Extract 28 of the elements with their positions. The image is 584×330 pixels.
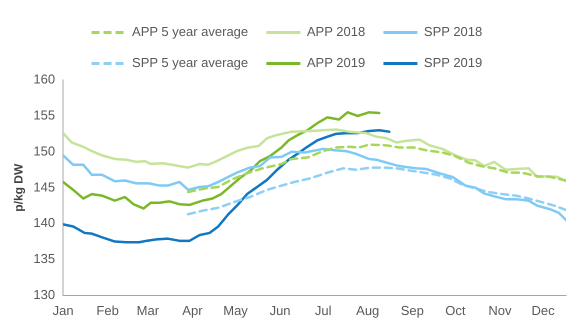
line-series xyxy=(186,166,566,216)
x-tick-label: Jan xyxy=(52,302,74,318)
x-tick-label: Apr xyxy=(182,302,204,318)
x-tick-label: Sep xyxy=(400,302,424,318)
y-tick-label: 135 xyxy=(33,251,56,266)
x-tick-label: Aug xyxy=(356,302,380,318)
x-tick-label: Jun xyxy=(270,302,291,318)
legend-label: APP 2018 xyxy=(306,24,366,40)
y-axis-title: p/kg DW xyxy=(12,163,26,212)
y-tick-label: 130 xyxy=(33,286,56,302)
legend-label: SPP 5 year average xyxy=(132,55,248,70)
x-tick-label: Jul xyxy=(314,302,332,318)
legend-label: APP 2019 xyxy=(306,55,366,70)
x-tick-label: Oct xyxy=(445,302,466,318)
x-tick-label: Dec xyxy=(531,302,556,318)
x-tick-label: May xyxy=(223,302,248,318)
legend-label: SPP 2018 xyxy=(424,24,482,40)
x-tick-label: Nov xyxy=(488,302,512,318)
y-tick-label: 140 xyxy=(33,215,56,230)
legend-label: APP 5 year average xyxy=(132,24,248,40)
x-tick-label: Feb xyxy=(96,302,119,318)
legend-label: SPP 2019 xyxy=(424,55,482,70)
y-tick-label: 150 xyxy=(33,143,56,158)
x-tick-label: Mar xyxy=(136,302,160,318)
y-tick-label: 155 xyxy=(33,107,56,122)
y-tick-label: 160 xyxy=(33,72,56,87)
line-series xyxy=(186,143,566,194)
y-tick-label: 145 xyxy=(33,179,56,194)
